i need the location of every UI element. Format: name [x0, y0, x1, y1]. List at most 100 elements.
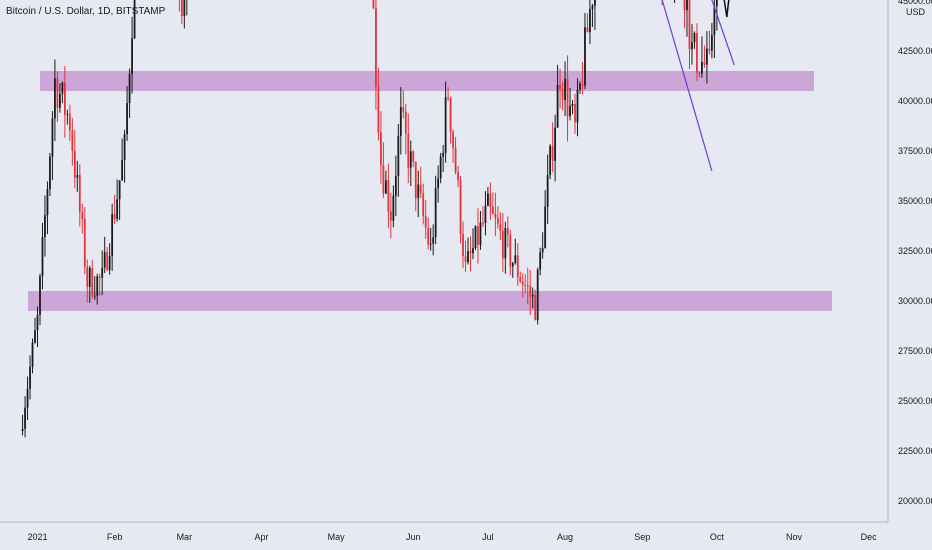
candle-body	[594, 0, 596, 6]
projection-path	[723, 0, 730, 18]
price-tick-label: 27500.00	[898, 346, 932, 356]
candle-body	[394, 176, 397, 196]
candle-body	[116, 199, 119, 219]
candle-body	[389, 211, 392, 221]
candle-body	[509, 234, 512, 267]
candle-body	[519, 277, 522, 282]
candle-body	[586, 27, 589, 33]
candle-body	[424, 216, 427, 228]
candle-body	[41, 237, 44, 277]
candle-body	[489, 193, 492, 207]
candle-body	[584, 27, 586, 86]
candle-body	[46, 188, 49, 216]
candle-body	[422, 193, 425, 217]
price-tick-label: 25000.00	[898, 396, 932, 406]
price-tick-label: 37500.00	[898, 146, 932, 156]
candle-body	[591, 5, 594, 9]
candle-body	[571, 103, 574, 106]
candle-body	[133, 0, 136, 39]
candle-body	[68, 113, 71, 131]
candle-body	[693, 32, 696, 43]
candle-body	[432, 237, 435, 244]
candle-body	[479, 222, 482, 245]
candle-body	[691, 42, 693, 50]
candle-body	[66, 113, 69, 115]
candle-body	[121, 159, 124, 181]
candle-body	[414, 161, 417, 199]
candle-body	[487, 193, 489, 206]
candle-body	[409, 151, 412, 168]
candle-body	[439, 156, 442, 179]
candle-body	[467, 251, 469, 263]
candle-body	[63, 82, 66, 115]
candle-body	[459, 180, 462, 235]
candle-body	[123, 134, 126, 160]
candle-body	[91, 267, 94, 296]
candle-body	[529, 285, 532, 297]
candle-body	[703, 61, 706, 65]
candle-body	[706, 48, 708, 65]
candle-body	[708, 48, 711, 51]
candle-body	[404, 111, 407, 134]
candle-body	[49, 156, 51, 189]
time-tick-label: May	[328, 532, 346, 542]
candle-body	[511, 262, 514, 267]
candle-body	[392, 195, 395, 221]
candle-body	[24, 407, 26, 429]
candle-body	[108, 256, 111, 270]
candle-body	[464, 256, 467, 263]
currency-label: USD	[906, 7, 926, 17]
candle-body	[88, 267, 91, 287]
candle-body	[469, 251, 472, 254]
candle-body	[581, 83, 584, 86]
candle-body	[574, 103, 576, 123]
candle-body	[427, 227, 430, 245]
candle-body	[539, 252, 542, 270]
candle-body	[382, 165, 385, 194]
price-tick-label: 22500.00	[898, 446, 932, 456]
candle-body	[472, 248, 474, 254]
time-tick-label: Oct	[710, 532, 725, 542]
candle-body	[372, 0, 375, 8]
candle-body	[457, 172, 459, 181]
candle-body	[482, 222, 484, 224]
candle-body	[536, 269, 539, 320]
candle-body	[564, 78, 566, 100]
time-tick-label: Aug	[557, 532, 573, 542]
candle-body	[407, 133, 410, 168]
candle-body	[96, 276, 99, 296]
channel-line	[711, 0, 735, 66]
candle-body	[126, 103, 128, 135]
candle-body	[554, 127, 557, 161]
candle-body	[688, 0, 691, 50]
candle-body	[180, 0, 183, 16]
time-tick-label: Feb	[107, 532, 123, 542]
price-tick-label: 20000.00	[898, 496, 932, 506]
candle-body	[514, 255, 517, 263]
candle-body	[71, 130, 74, 151]
time-tick-label: Sep	[634, 532, 650, 542]
candle-body	[419, 184, 422, 194]
candle-body	[98, 276, 101, 278]
candle-body	[576, 89, 579, 123]
candle-body	[384, 180, 387, 194]
candle-body	[531, 295, 534, 297]
candle-body	[131, 38, 133, 75]
time-tick-label: Nov	[786, 532, 803, 542]
candle-body	[44, 215, 46, 238]
candle-body	[31, 342, 34, 367]
candle-body	[526, 285, 529, 287]
candle-body	[447, 97, 450, 99]
time-tick-label: Dec	[861, 532, 878, 542]
candle-body	[429, 243, 432, 245]
candle-body	[686, 0, 688, 11]
candle-body	[501, 230, 504, 259]
candle-body	[118, 180, 121, 200]
candle-body	[516, 255, 519, 278]
candle-body	[499, 224, 502, 231]
candle-body	[375, 7, 377, 87]
candle-body	[579, 83, 581, 90]
candle-body	[111, 214, 114, 257]
